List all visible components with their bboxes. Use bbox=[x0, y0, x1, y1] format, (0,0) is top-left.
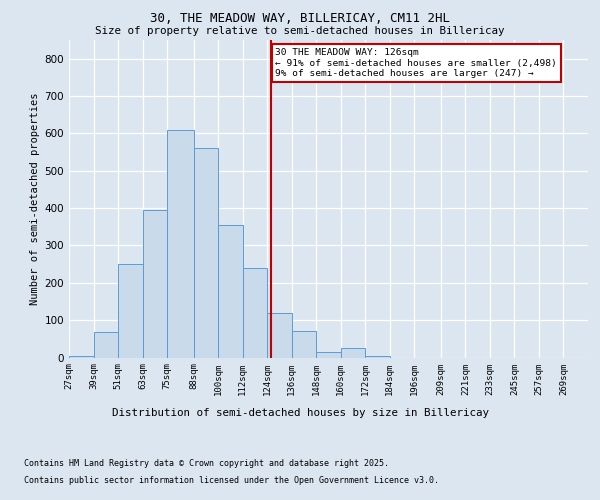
Y-axis label: Number of semi-detached properties: Number of semi-detached properties bbox=[31, 92, 40, 305]
Bar bbox=[118, 264, 143, 358]
Bar bbox=[365, 356, 390, 358]
Text: Contains public sector information licensed under the Open Government Licence v3: Contains public sector information licen… bbox=[24, 476, 439, 485]
Bar bbox=[267, 312, 292, 358]
Text: Contains HM Land Registry data © Crown copyright and database right 2025.: Contains HM Land Registry data © Crown c… bbox=[24, 458, 389, 468]
Bar bbox=[69, 356, 94, 358]
Bar bbox=[292, 332, 316, 357]
Bar bbox=[316, 352, 341, 358]
Bar bbox=[167, 130, 194, 358]
Text: 30 THE MEADOW WAY: 126sqm
← 91% of semi-detached houses are smaller (2,498)
9% o: 30 THE MEADOW WAY: 126sqm ← 91% of semi-… bbox=[275, 48, 557, 78]
Bar bbox=[94, 332, 118, 357]
Text: Size of property relative to semi-detached houses in Billericay: Size of property relative to semi-detach… bbox=[95, 26, 505, 36]
Bar bbox=[218, 225, 242, 358]
Bar bbox=[194, 148, 218, 358]
Text: Distribution of semi-detached houses by size in Billericay: Distribution of semi-detached houses by … bbox=[112, 408, 488, 418]
Bar bbox=[341, 348, 365, 358]
Bar bbox=[242, 268, 267, 358]
Bar bbox=[143, 210, 167, 358]
Text: 30, THE MEADOW WAY, BILLERICAY, CM11 2HL: 30, THE MEADOW WAY, BILLERICAY, CM11 2HL bbox=[150, 12, 450, 24]
